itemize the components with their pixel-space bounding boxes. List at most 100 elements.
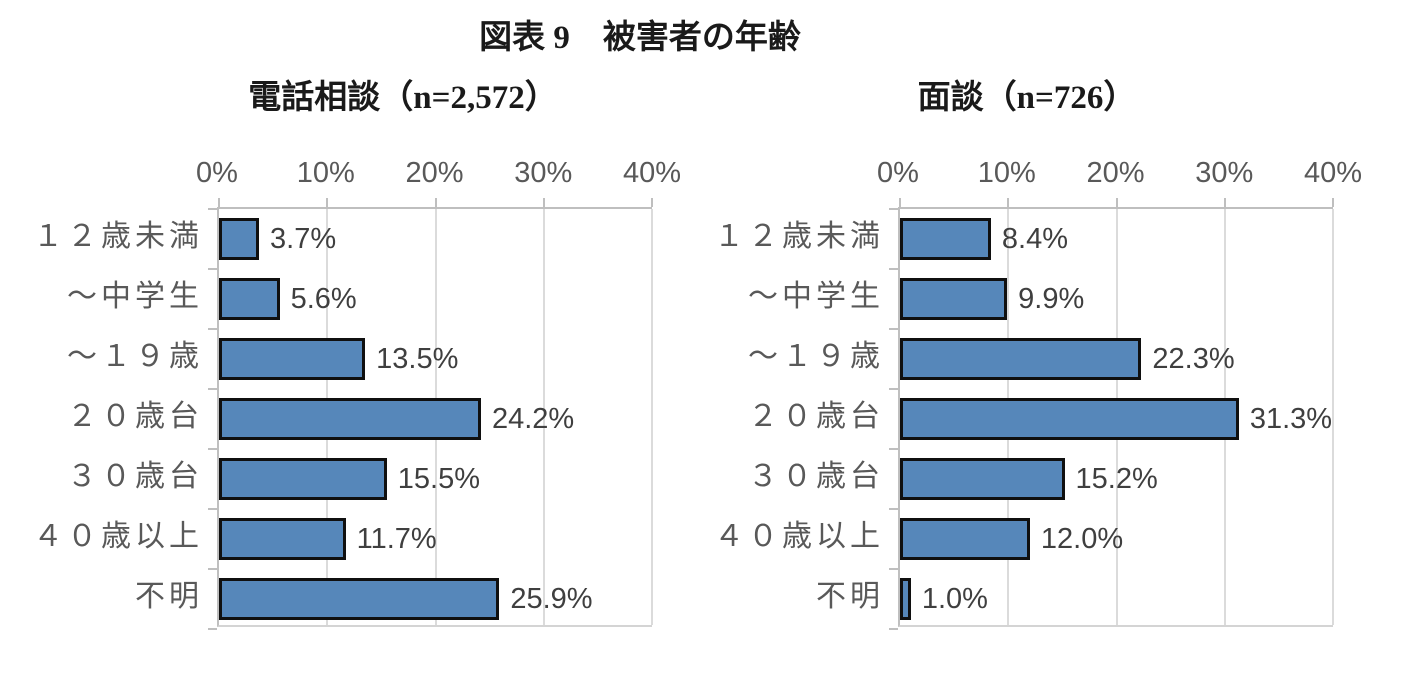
category-label: 不明	[816, 580, 884, 613]
category-label: ２０歳台	[67, 400, 203, 433]
y-axis-tick-mark	[889, 448, 898, 450]
bar-value-label: 13.5%	[376, 342, 459, 375]
x-axis-tick-mark	[1332, 198, 1334, 207]
bar-value-label: 11.7%	[356, 522, 437, 555]
category-label: ２０歳台	[748, 400, 884, 433]
bar	[900, 218, 991, 260]
category-label: ～中学生	[67, 280, 203, 313]
bar-row: 3.7%	[219, 209, 652, 269]
category-label: ～１９歳	[748, 340, 884, 373]
bar-value-label: 24.2%	[491, 402, 575, 435]
x-axis-tick-label: 20%	[405, 157, 464, 189]
category-label: ４０歳以上	[33, 520, 203, 553]
y-axis-tick-mark	[208, 568, 217, 570]
y-axis-tick-mark	[208, 448, 217, 450]
x-axis-tick-label: 0%	[877, 157, 919, 189]
bar	[900, 398, 1239, 440]
x-axis: 0% 10% 20% 30% 40%	[196, 157, 681, 193]
x-axis-tick-mark	[434, 198, 437, 207]
x-axis-tick-label: 40%	[622, 157, 682, 189]
category-axis-labels: １２歳未満 ～中学生 ～１９歳 ２０歳台 ３０歳台 ４０歳以上 不明	[3, 207, 203, 627]
y-axis-tick-mark	[889, 208, 898, 210]
category-label: 不明	[135, 580, 203, 613]
bar-rows: 3.7% 5.6% 13.5% 24.2% 15.5% 11.7% 25.9%	[219, 209, 652, 625]
y-axis-tick-mark	[208, 328, 217, 330]
bar	[219, 578, 500, 620]
x-axis-tick-label: 20%	[1086, 157, 1145, 189]
y-axis-tick-mark	[889, 388, 898, 390]
bar-row: 9.9%	[900, 269, 1333, 329]
y-axis-tick-mark	[208, 208, 217, 210]
category-label: １２歳未満	[714, 220, 884, 253]
bar	[219, 278, 280, 320]
bar-row: 31.3%	[900, 389, 1333, 449]
category-label: ～中学生	[748, 280, 884, 313]
bar	[219, 338, 366, 380]
y-axis-tick-mark	[208, 388, 217, 390]
x-axis-tick-mark	[326, 198, 329, 207]
bar	[900, 278, 1008, 320]
gridline	[542, 209, 545, 625]
plot-area: 8.4% 9.9% 22.3% 31.3% 15.2% 12.0% 1.0%	[889, 198, 1334, 630]
left-chart-title: 電話相談（n=2,572）	[248, 80, 558, 116]
bar-value-label: 3.7%	[270, 222, 337, 255]
x-axis-tick-mark	[1115, 198, 1118, 207]
x-axis-tick-label: 30%	[514, 157, 573, 189]
bar-row: 25.9%	[219, 569, 652, 629]
bar	[900, 518, 1030, 560]
bar-value-label: 1.0%	[921, 582, 988, 615]
x-axis: 0% 10% 20% 30% 40%	[877, 157, 1362, 193]
category-label: ３０歳台	[748, 460, 884, 493]
right-chart: 0% 10% 20% 30% 40% １２歳未満 ～中学生 ～１９歳 ２０歳台 ３０歳台 ４０歳以…	[714, 157, 1362, 630]
x-axis-tick-mark	[1007, 198, 1010, 207]
category-label: ４０歳以上	[714, 520, 884, 553]
plot-area: 3.7% 5.6% 13.5% 24.2% 15.5% 11.7% 25.9%	[208, 198, 653, 630]
x-axis-tick-mark	[218, 198, 220, 207]
left-chart: 0% 10% 20% 30% 40% １２歳未満 ～中学生 ～１９歳 ２０歳台 ３０歳台 ４０歳以…	[33, 157, 681, 630]
bar-row: 8.4%	[900, 209, 1333, 269]
gridline	[1332, 209, 1334, 625]
bar-row: 13.5%	[219, 329, 652, 389]
y-axis-tick-mark	[889, 628, 898, 630]
y-axis-tick-mark	[889, 328, 898, 330]
bar-row: 12.0%	[900, 509, 1333, 569]
bar-value-label: 22.3%	[1152, 342, 1235, 375]
bar	[900, 578, 911, 620]
bar-value-label: 31.3%	[1249, 402, 1333, 435]
bar-row: 1.0%	[900, 569, 1333, 629]
x-axis-tick-label: 10%	[977, 157, 1036, 189]
y-axis-tick-mark	[208, 508, 217, 510]
bar-value-label: 8.4%	[1001, 222, 1069, 255]
category-label: １２歳未満	[33, 220, 203, 253]
bar-row: 15.5%	[219, 449, 652, 509]
y-axis-tick-mark	[208, 268, 217, 270]
bar-rows: 8.4% 9.9% 22.3% 31.3% 15.2% 12.0% 1.0%	[900, 209, 1333, 625]
bar	[219, 518, 346, 560]
bar	[219, 458, 387, 500]
gridline	[651, 209, 653, 625]
bar-row: 22.3%	[900, 329, 1333, 389]
bar-value-label: 12.0%	[1040, 522, 1124, 555]
bar	[219, 218, 260, 260]
category-axis-labels: １２歳未満 ～中学生 ～１９歳 ２０歳台 ３０歳台 ４０歳以上不明	[684, 207, 884, 627]
x-axis-tick-mark	[899, 198, 901, 207]
x-axis-tick-mark	[1223, 198, 1226, 207]
y-axis-tick-mark	[208, 628, 217, 630]
x-axis-tick-mark	[542, 198, 545, 207]
bar-value-label: 25.9%	[510, 582, 593, 615]
y-axis-tick-mark	[889, 508, 898, 510]
y-axis-tick-mark	[889, 568, 898, 570]
x-axis-tick-label: 0%	[196, 157, 238, 189]
bar-row: 15.2%	[900, 449, 1333, 509]
bar-value-label: 15.5%	[397, 462, 481, 495]
bar-value-label: 9.9%	[1018, 282, 1085, 315]
bar-row: 5.6%	[219, 269, 652, 329]
x-axis-tick-label: 30%	[1195, 157, 1254, 189]
bar-row: 11.7%	[219, 509, 652, 569]
x-axis-tick-label: 40%	[1303, 157, 1363, 189]
right-chart-title: 面談（n=726）	[917, 80, 1137, 116]
figure-title: 図表 9 被害者の年齢	[479, 20, 801, 56]
bar-value-label: 15.2%	[1075, 462, 1158, 495]
category-label: ～１９歳	[67, 340, 203, 373]
x-axis-tick-mark	[651, 198, 653, 207]
